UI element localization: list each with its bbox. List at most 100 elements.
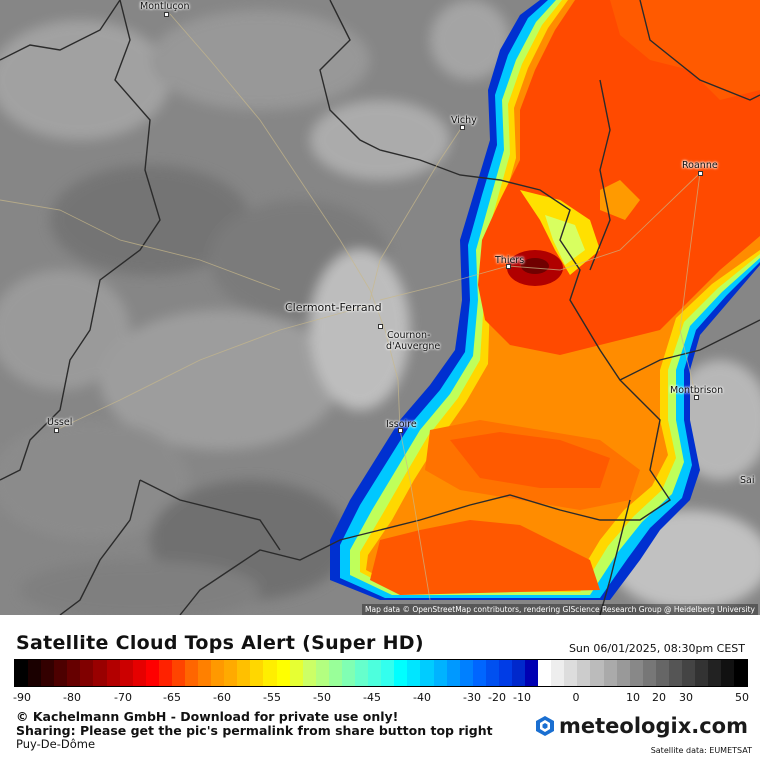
color-swatch bbox=[381, 660, 395, 686]
map-attribution[interactable]: Map data © OpenStreetMap contributors, r… bbox=[362, 604, 758, 615]
storm-south-red bbox=[370, 520, 600, 595]
brand-logo[interactable]: meteologix.com bbox=[535, 714, 748, 738]
meteologix-logo-icon bbox=[536, 716, 555, 736]
color-swatch bbox=[551, 660, 565, 686]
color-swatch bbox=[93, 660, 107, 686]
color-swatch bbox=[511, 660, 526, 686]
color-swatch bbox=[328, 660, 342, 686]
city-label: Ussel bbox=[47, 417, 73, 428]
copyright-text: © Kachelmann GmbH - Download for private… bbox=[16, 709, 399, 724]
color-swatch bbox=[41, 660, 55, 686]
scale-tick-label: -90 bbox=[13, 691, 31, 704]
color-swatch bbox=[211, 660, 225, 686]
scale-tick-label: -50 bbox=[313, 691, 331, 704]
color-swatch bbox=[629, 660, 643, 686]
scale-tick-label: -40 bbox=[413, 691, 431, 704]
color-swatch bbox=[695, 660, 709, 686]
color-swatch bbox=[721, 660, 735, 686]
color-swatch bbox=[603, 660, 617, 686]
scale-tick-label: 10 bbox=[626, 691, 640, 704]
city-marker bbox=[460, 125, 465, 130]
city-label: Issoire bbox=[386, 419, 417, 430]
color-swatch bbox=[263, 660, 277, 686]
color-swatch bbox=[80, 660, 94, 686]
city-label: Roanne bbox=[682, 160, 718, 171]
color-swatch bbox=[577, 660, 591, 686]
scale-tick-label: -80 bbox=[63, 691, 81, 704]
city-marker bbox=[164, 12, 169, 17]
city-label: Montbrison bbox=[670, 385, 724, 396]
color-swatch bbox=[355, 660, 369, 686]
scale-tick-label: -10 bbox=[513, 691, 531, 704]
color-swatch bbox=[446, 660, 460, 686]
legend-panel: Satellite Cloud Tops Alert (Super HD) Su… bbox=[0, 615, 760, 760]
scale-tick-label: -70 bbox=[114, 691, 132, 704]
brand-name: meteologix.com bbox=[559, 714, 748, 738]
color-swatch bbox=[734, 660, 748, 686]
color-swatch bbox=[420, 660, 434, 686]
color-swatch bbox=[472, 660, 486, 686]
scale-tick-label: -55 bbox=[263, 691, 281, 704]
color-swatch bbox=[198, 660, 212, 686]
scale-tick-label: -30 bbox=[463, 691, 481, 704]
color-swatch bbox=[538, 660, 552, 686]
city-marker bbox=[698, 171, 703, 176]
color-swatch bbox=[224, 660, 238, 686]
roads bbox=[0, 13, 701, 601]
color-swatch bbox=[302, 660, 316, 686]
department-borders bbox=[0, 0, 760, 615]
color-swatch bbox=[67, 660, 81, 686]
legend-datetime: Sun 06/01/2025, 08:30pm CEST bbox=[568, 642, 745, 655]
color-swatch bbox=[681, 660, 696, 686]
city-marker bbox=[378, 324, 383, 329]
scale-tick-label: 50 bbox=[735, 691, 749, 704]
color-swatch bbox=[171, 660, 186, 686]
city-label: Thiers bbox=[495, 255, 525, 266]
city-marker bbox=[506, 264, 511, 269]
color-swatch bbox=[341, 660, 356, 686]
color-swatch bbox=[54, 660, 68, 686]
scale-tick-label: -45 bbox=[363, 691, 381, 704]
city-label: d'Auvergne bbox=[386, 341, 441, 352]
color-swatch bbox=[237, 660, 251, 686]
color-swatch bbox=[616, 660, 630, 686]
satellite-map[interactable]: Montluçon Vichy Roanne Thiers Clermont-Ferra… bbox=[0, 0, 760, 615]
color-swatch bbox=[708, 660, 722, 686]
city-label: Cournon- bbox=[387, 330, 431, 341]
city-label: Montluçon bbox=[140, 1, 190, 12]
city-label: Vichy bbox=[451, 115, 477, 126]
color-swatch bbox=[590, 660, 604, 686]
color-swatch bbox=[276, 660, 290, 686]
color-swatch bbox=[498, 660, 512, 686]
color-swatch bbox=[250, 660, 264, 686]
color-swatch bbox=[655, 660, 669, 686]
color-swatch bbox=[185, 660, 199, 686]
city-marker bbox=[694, 395, 699, 400]
color-swatch bbox=[289, 660, 303, 686]
color-swatch bbox=[119, 660, 133, 686]
map-canvas bbox=[0, 0, 760, 615]
scale-tick-label: -65 bbox=[163, 691, 181, 704]
color-swatch bbox=[394, 660, 408, 686]
sharing-text: Sharing: Please get the pic's permalink … bbox=[16, 723, 493, 738]
color-swatch bbox=[145, 660, 159, 686]
storm-north-darkred bbox=[610, 0, 760, 100]
color-swatch bbox=[525, 660, 539, 686]
color-swatch bbox=[642, 660, 656, 686]
scale-tick-label: -20 bbox=[488, 691, 506, 704]
color-swatch bbox=[459, 660, 473, 686]
city-label: Sai bbox=[740, 475, 755, 486]
color-swatch bbox=[668, 660, 682, 686]
color-swatch bbox=[368, 660, 382, 686]
region-name: Puy-De-Dôme bbox=[16, 737, 96, 751]
scale-tick-label: -60 bbox=[213, 691, 231, 704]
city-marker bbox=[54, 428, 59, 433]
color-scale-ticks: -90 -80 -70 -65 -60 -55 -50 -45 -40 -30 -20 -10 0 10 2… bbox=[0, 691, 760, 705]
color-swatch bbox=[106, 660, 120, 686]
satellite-data-credit: Satellite data: EUMETSAT bbox=[650, 746, 752, 755]
city-marker bbox=[398, 428, 403, 433]
color-swatch bbox=[158, 660, 172, 686]
scale-tick-label: 0 bbox=[572, 691, 580, 704]
color-swatch bbox=[433, 660, 447, 686]
